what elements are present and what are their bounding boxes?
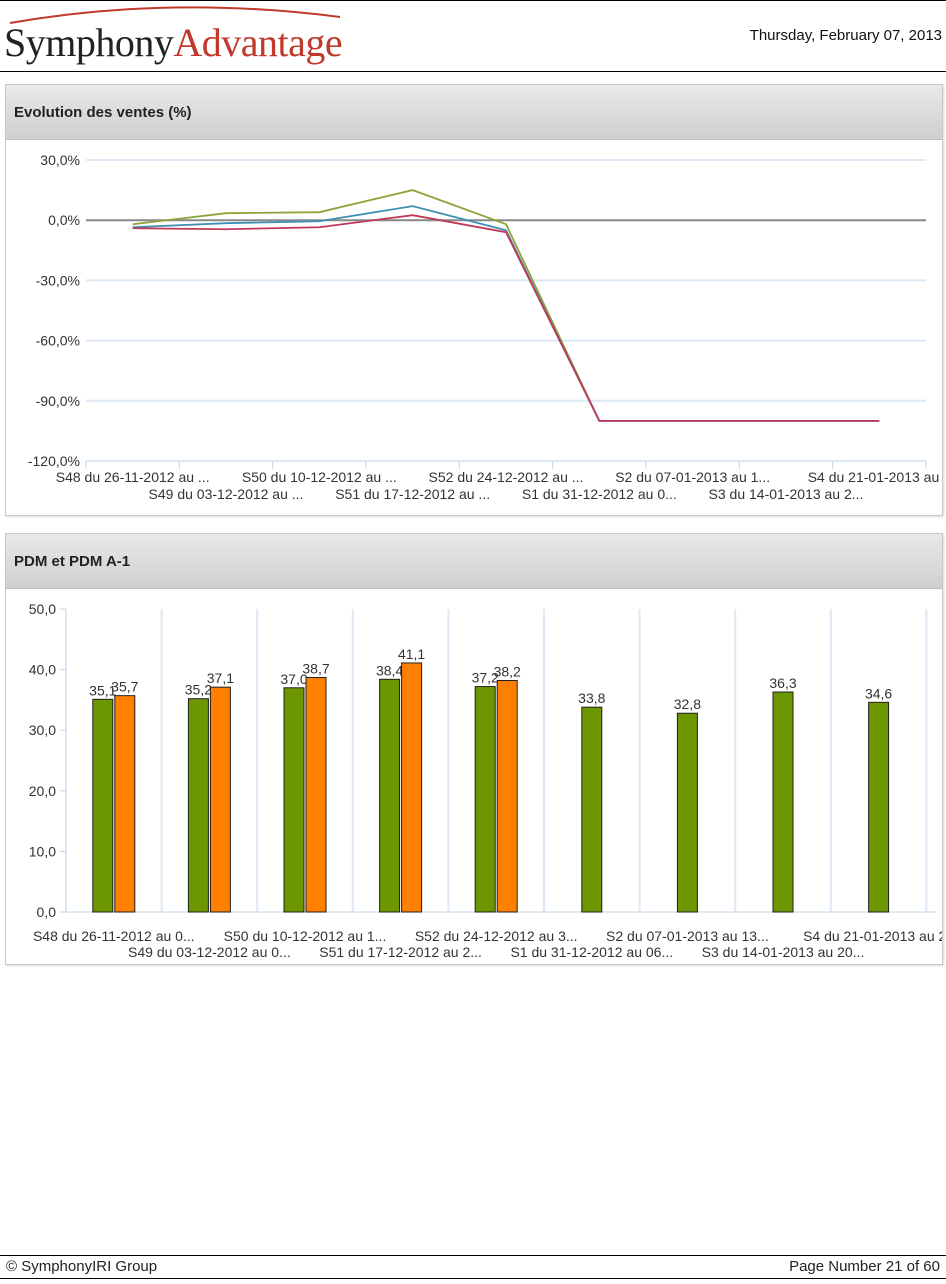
logo-advantage: Advantage <box>173 20 343 65</box>
x-tick-label: S51 du 17-12-2012 au ... <box>335 486 490 502</box>
data-label: 36,3 <box>769 675 796 691</box>
y-tick-label: -90,0% <box>36 393 80 409</box>
x-tick-label: S2 du 07-01-2013 au 1... <box>615 469 770 485</box>
bar-series-2 <box>209 686 231 913</box>
series-line-2 <box>132 205 880 422</box>
data-label: 35,2 <box>185 682 212 698</box>
x-tick-label: S49 du 03-12-2012 au ... <box>149 486 304 502</box>
data-label: 32,8 <box>674 696 701 712</box>
x-tick-label: S52 du 24-12-2012 au 3... <box>415 928 578 944</box>
y-tick-label: 30,0% <box>40 152 80 168</box>
y-tick-label: 50,0 <box>29 601 56 617</box>
series-line-1 <box>132 189 880 422</box>
panel-title: Evolution des ventes (%) <box>14 104 192 121</box>
x-tick-label: S48 du 26-11-2012 au 0... <box>33 928 195 944</box>
bar-series-1 <box>581 706 603 913</box>
copyright: © SymphonyIRI Group <box>6 1258 158 1275</box>
sales-evolution-panel: Evolution des ventes (%) 30,0% 0,0% -30,0%… <box>5 84 946 516</box>
data-label: 38,4 <box>376 662 403 678</box>
x-tick-label: S50 du 10-12-2012 au ... <box>242 469 397 485</box>
logo: SymphonyAdvantage <box>4 19 343 66</box>
y-tick-label: -30,0% <box>36 272 80 288</box>
x-tick-label: S3 du 14-01-2013 au 20... <box>702 944 865 960</box>
panel-header: PDM et PDM A-1 <box>6 534 942 589</box>
x-tick-label: S1 du 31-12-2012 au 0... <box>522 486 677 502</box>
bar-series-1 <box>868 701 890 913</box>
bar-series-1 <box>379 678 401 913</box>
bar-series-1 <box>92 698 114 913</box>
logo-arc-icon <box>9 6 341 24</box>
data-label: 37,1 <box>207 670 234 686</box>
x-tick-label: S48 du 26-11-2012 au ... <box>56 469 210 485</box>
x-tick-label: S52 du 24-12-2012 au ... <box>429 469 584 485</box>
bar-series-1 <box>474 686 496 913</box>
bar-series-2 <box>114 695 136 913</box>
data-label: 34,6 <box>865 685 892 701</box>
y-tick-label: 0,0 <box>37 904 57 920</box>
data-label: 38,2 <box>494 664 521 680</box>
bar-series-1 <box>676 712 698 913</box>
series-line-3 <box>132 214 880 422</box>
y-tick-label: -120,0% <box>28 453 80 469</box>
bar-series-1 <box>283 687 305 913</box>
report-footer: © SymphonyIRI Group Page Number 21 of 60 <box>0 1255 946 1279</box>
x-tick-label: S50 du 10-12-2012 au 1... <box>224 928 387 944</box>
bar-series-2 <box>305 676 327 913</box>
data-label: 41,1 <box>398 646 425 662</box>
y-tick-label: 0,0% <box>48 212 80 228</box>
y-tick-label: 20,0 <box>29 783 56 799</box>
panel-title: PDM et PDM A-1 <box>14 553 131 570</box>
y-tick-label: 30,0 <box>29 722 56 738</box>
report-date: Thursday, February 07, 2013 <box>749 27 942 44</box>
data-label: 38,7 <box>302 660 329 676</box>
x-tick-label: S2 du 07-01-2013 au 13... <box>606 928 769 944</box>
bar-chart: 50,0 40,0 30,0 20,0 10,0 0,0 35,135,7 S48 du 26… <box>29 601 946 960</box>
x-tick-label: S3 du 14-01-2013 au 2... <box>709 486 864 502</box>
x-tick-label: S4 du 21-01-2013 au 2 <box>808 469 942 485</box>
x-tick-label: S4 du 21-01-2013 au 27 <box>803 928 942 944</box>
bar-series-1 <box>187 698 209 913</box>
x-tick-label: S49 du 03-12-2012 au 0... <box>128 944 291 960</box>
report-header: SymphonyAdvantage Thursday, February 07,… <box>0 0 946 72</box>
line-chart: 30,0% 0,0% -30,0% -60,0% -90,0% -120,0%S48 du… <box>28 152 946 502</box>
panel-header: Evolution des ventes (%) <box>6 85 942 140</box>
y-tick-label: -60,0% <box>36 333 80 349</box>
bar-series-1 <box>772 691 794 913</box>
data-label: 37,0 <box>280 671 307 687</box>
logo-symphony: Symphony <box>4 20 174 65</box>
data-label: 33,8 <box>578 690 605 706</box>
bar-series-2 <box>496 680 518 913</box>
market-share-panel: PDM et PDM A-1 50,0 40,0 30,0 20,0 10,0 0,0 35… <box>5 533 946 965</box>
x-tick-label: S51 du 17-12-2012 au 2... <box>319 944 482 960</box>
bar-series-2 <box>401 662 423 913</box>
page-number: Page Number 21 of 60 <box>789 1258 940 1275</box>
data-label: 35,1 <box>89 682 116 698</box>
data-label: 37,2 <box>472 670 499 686</box>
data-label: 35,7 <box>111 679 138 695</box>
y-tick-label: 10,0 <box>29 843 56 859</box>
y-tick-label: 40,0 <box>29 662 56 678</box>
x-tick-label: S1 du 31-12-2012 au 06... <box>510 944 673 960</box>
